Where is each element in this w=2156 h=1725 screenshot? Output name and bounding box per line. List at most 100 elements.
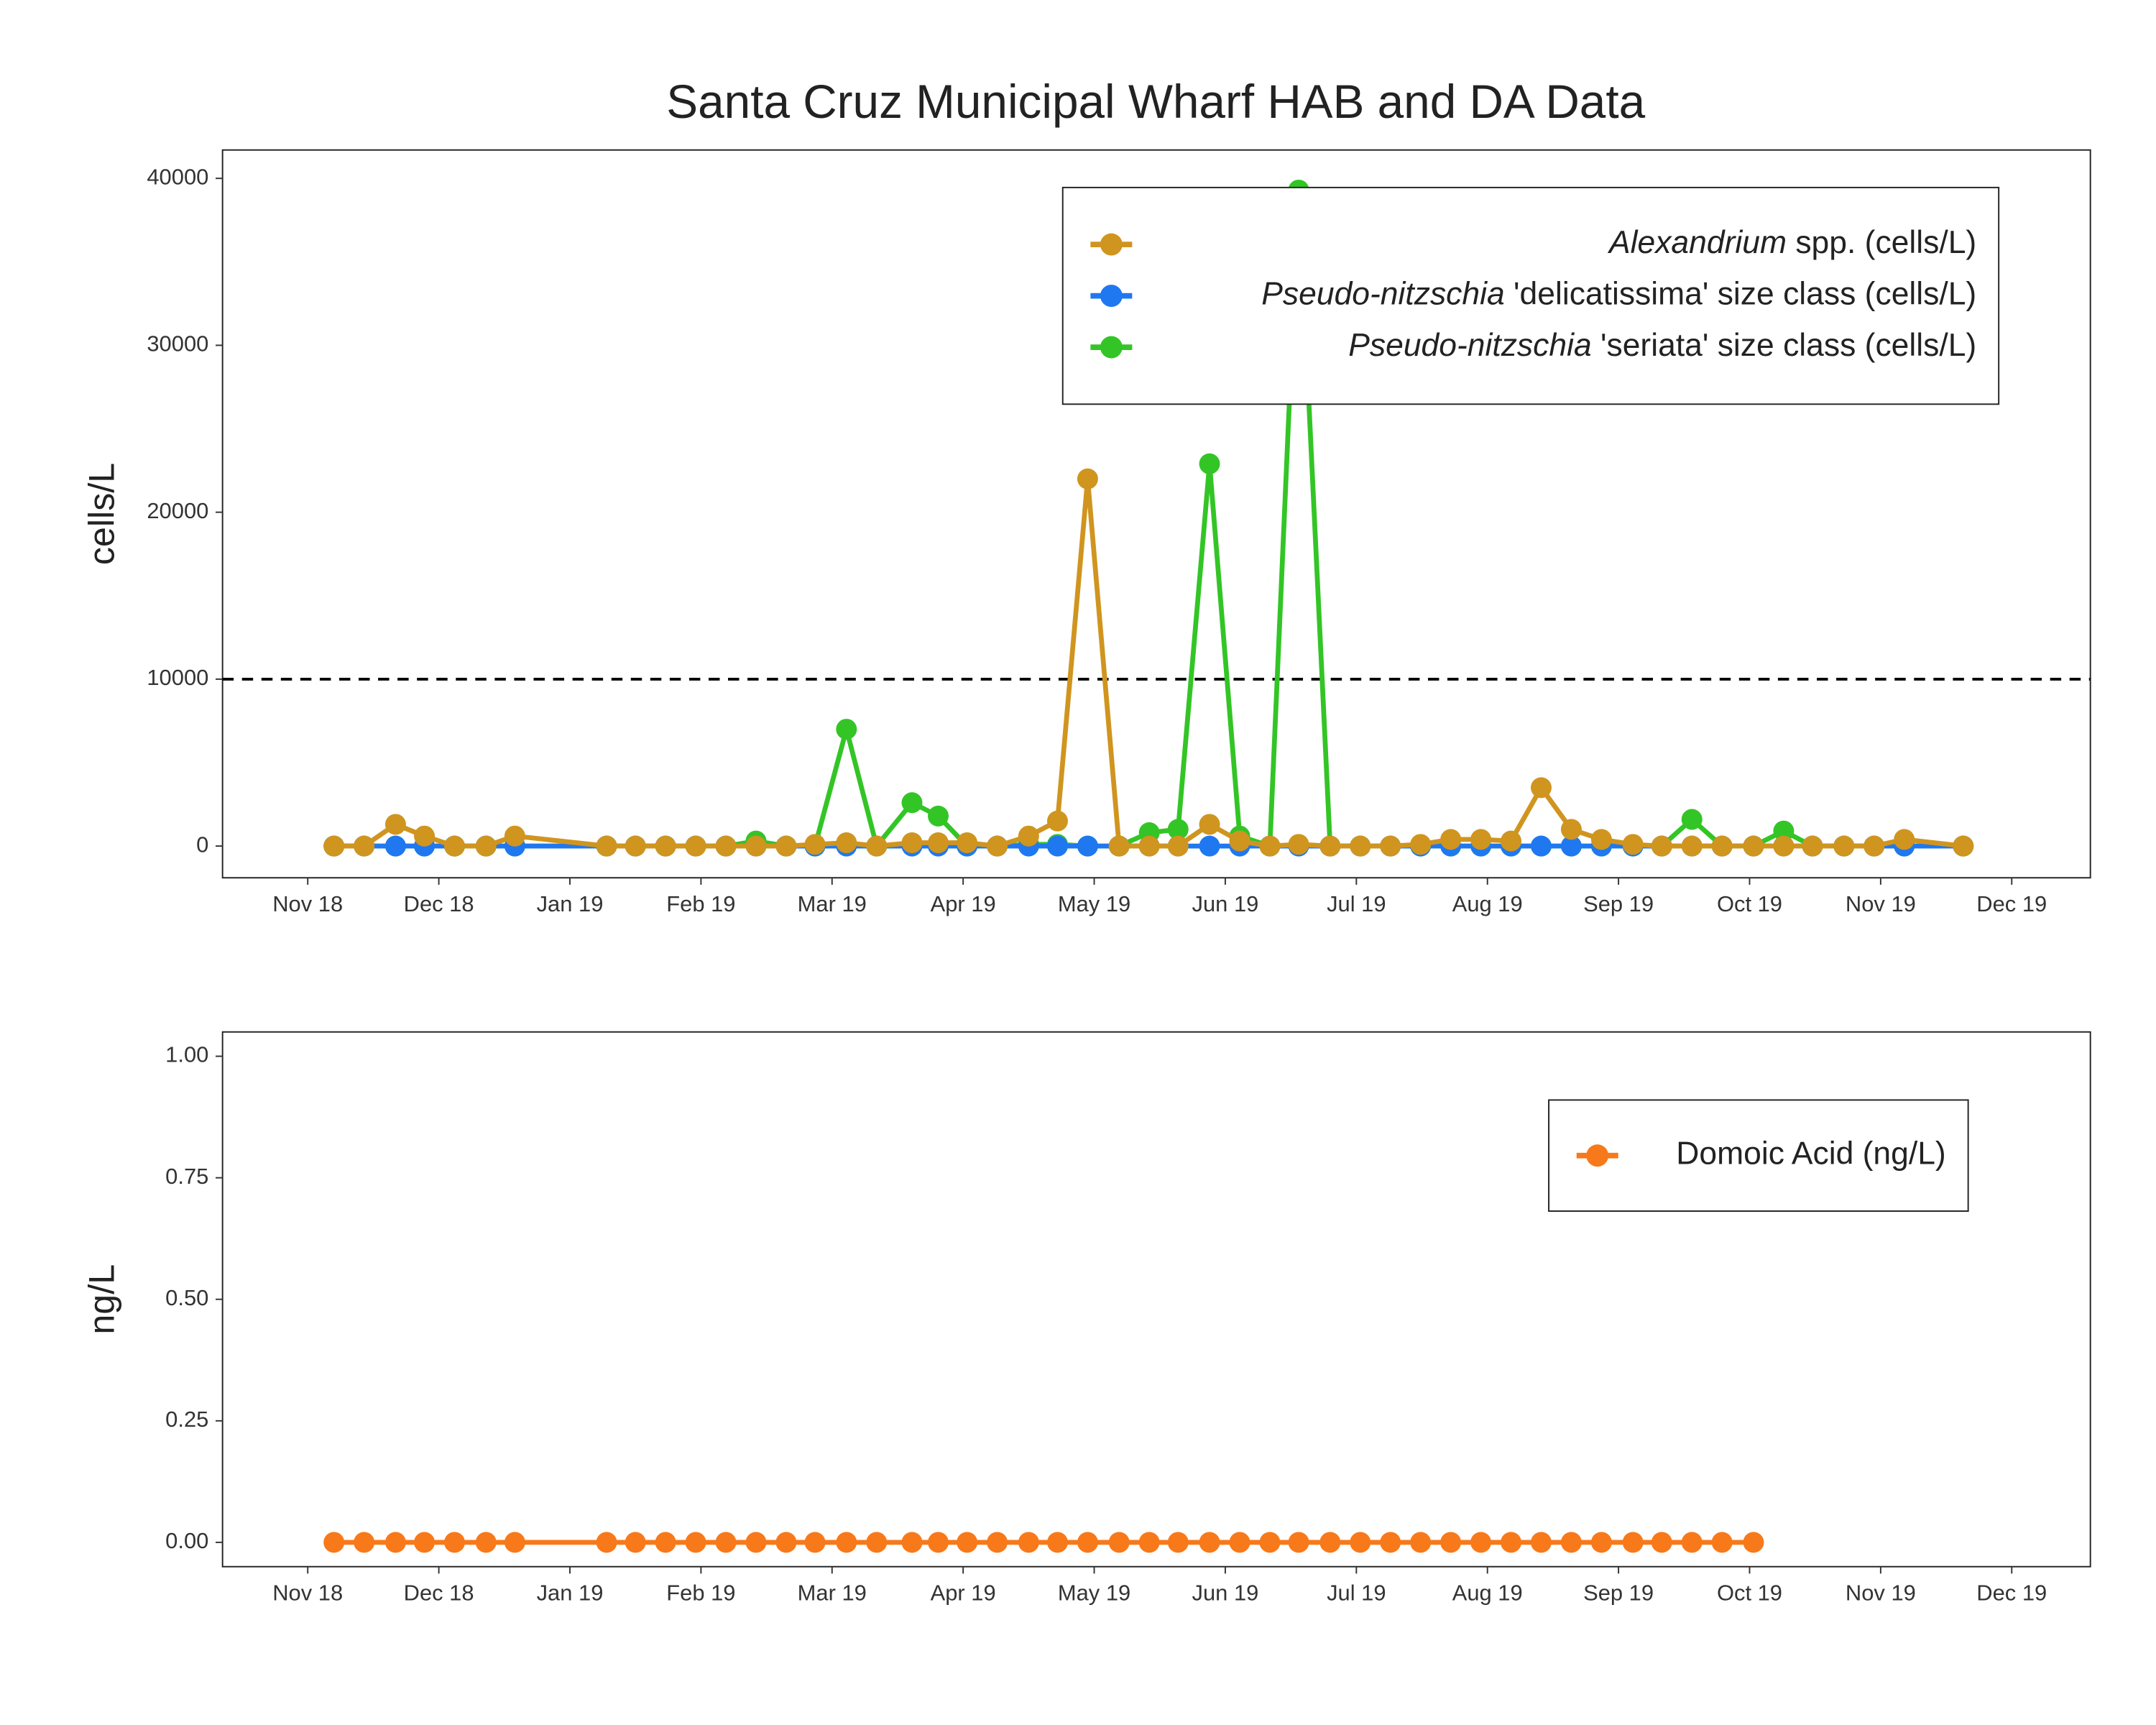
data-point xyxy=(866,835,888,857)
data-point xyxy=(1560,819,1582,840)
data-point xyxy=(443,835,465,857)
data-point xyxy=(1501,1532,1522,1553)
data-point xyxy=(323,835,345,857)
data-point xyxy=(804,834,826,855)
data-point xyxy=(1167,835,1189,857)
legend-swatch-dot xyxy=(1100,336,1123,359)
x-tick-label: Mar 19 xyxy=(798,1581,867,1606)
x-tick-label: Jul 19 xyxy=(1327,1581,1386,1606)
data-point xyxy=(1077,1532,1098,1553)
data-point xyxy=(901,792,923,814)
data-point xyxy=(1622,1532,1644,1553)
data-point xyxy=(1018,1532,1039,1553)
data-point xyxy=(1350,835,1371,857)
data-point xyxy=(1138,835,1160,857)
x-tick-label: Dec 19 xyxy=(1976,1581,2047,1606)
x-tick-label: Dec 19 xyxy=(1976,891,2047,916)
data-point xyxy=(836,719,857,740)
data-point xyxy=(1651,1532,1672,1553)
data-point xyxy=(1440,829,1462,850)
data-point xyxy=(1560,835,1582,857)
data-point xyxy=(1802,835,1823,857)
x-tick-label: Jan 19 xyxy=(537,1581,604,1606)
x-tick-label: Oct 19 xyxy=(1717,1581,1782,1606)
data-point xyxy=(1773,835,1795,857)
data-point xyxy=(775,1532,797,1553)
data-point xyxy=(1199,453,1220,474)
x-tick-label: Aug 19 xyxy=(1452,1581,1523,1606)
data-point xyxy=(1077,468,1098,489)
data-point xyxy=(775,835,797,857)
data-point xyxy=(1350,1532,1371,1553)
x-tick-label: Oct 19 xyxy=(1717,891,1782,916)
x-tick-label: May 19 xyxy=(1058,1581,1130,1606)
data-point xyxy=(443,1532,465,1553)
data-point xyxy=(1046,810,1068,832)
data-point xyxy=(1560,1532,1582,1553)
data-point xyxy=(928,805,949,827)
x-tick-label: Apr 19 xyxy=(931,891,996,916)
data-point xyxy=(1470,829,1492,850)
chart-title: Santa Cruz Municipal Wharf HAB and DA Da… xyxy=(666,75,1645,128)
x-tick-label: Nov 18 xyxy=(272,891,343,916)
data-point xyxy=(384,814,406,835)
data-point xyxy=(1743,1532,1764,1553)
data-point xyxy=(1108,835,1130,857)
legend-swatch-dot xyxy=(1100,233,1123,256)
data-point xyxy=(836,832,857,853)
legend-label: Pseudo-nitzschia 'seriata' size class (c… xyxy=(1348,328,1976,363)
data-point xyxy=(1773,820,1795,842)
data-point xyxy=(1046,835,1068,857)
data-point xyxy=(1410,1532,1432,1553)
data-point xyxy=(1894,829,1915,850)
y-tick-label: 20000 xyxy=(147,498,208,523)
data-point xyxy=(1138,1532,1160,1553)
data-point xyxy=(1681,835,1703,857)
data-point xyxy=(1259,835,1281,857)
data-point xyxy=(804,1532,826,1553)
x-tick-label: Nov 19 xyxy=(1846,891,1916,916)
data-point xyxy=(901,832,923,853)
x-tick-label: Feb 19 xyxy=(666,891,735,916)
data-point xyxy=(1199,835,1220,857)
data-point xyxy=(504,825,525,847)
data-point xyxy=(625,835,646,857)
data-point xyxy=(1590,1532,1612,1553)
data-point xyxy=(715,835,737,857)
legend-box xyxy=(1548,1099,1969,1212)
x-tick-label: Nov 19 xyxy=(1846,1581,1916,1606)
data-point xyxy=(901,1532,923,1553)
y-tick-label: 30000 xyxy=(147,331,208,356)
x-tick-label: Aug 19 xyxy=(1452,891,1523,916)
y-tick-label: 0.50 xyxy=(165,1285,208,1310)
data-point xyxy=(1833,835,1855,857)
data-point xyxy=(685,1532,706,1553)
legend-label: Domoic Acid (ng/L) xyxy=(1676,1136,1945,1171)
data-point xyxy=(1259,1532,1281,1553)
y-tick-label: 0.75 xyxy=(165,1164,208,1189)
data-point xyxy=(655,1532,676,1553)
data-point xyxy=(1018,825,1039,847)
x-tick-label: Jan 19 xyxy=(537,891,604,916)
data-point xyxy=(596,835,617,857)
x-tick-label: Jul 19 xyxy=(1327,891,1386,916)
data-point xyxy=(625,1532,646,1553)
data-point xyxy=(504,1532,525,1553)
x-tick-label: Sep 19 xyxy=(1583,891,1654,916)
x-tick-label: May 19 xyxy=(1058,891,1130,916)
data-point xyxy=(1046,1532,1068,1553)
data-point xyxy=(1319,1532,1341,1553)
series-line xyxy=(333,476,1964,849)
data-point xyxy=(957,832,978,853)
data-point xyxy=(1711,835,1733,857)
data-point xyxy=(1380,835,1401,857)
y-tick-label: 1.00 xyxy=(165,1042,208,1067)
data-point xyxy=(414,1532,436,1553)
legend-label: Pseudo-nitzschia 'delicatissima' size cl… xyxy=(1261,276,1976,311)
legend-swatch-dot xyxy=(1100,285,1123,308)
data-point xyxy=(1681,809,1703,830)
data-point xyxy=(928,832,949,853)
data-point xyxy=(1530,1532,1552,1553)
x-tick-label: Mar 19 xyxy=(798,891,867,916)
